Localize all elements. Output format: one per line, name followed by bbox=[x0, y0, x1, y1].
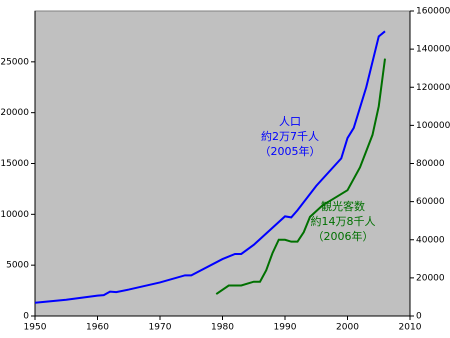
x-tick-label: 2010 bbox=[399, 323, 422, 333]
series-line bbox=[34, 30, 386, 304]
y2-tick-label: 160000 bbox=[416, 7, 450, 17]
x-tick-label: 1960 bbox=[86, 323, 109, 333]
y-tick-label: 20000 bbox=[0, 108, 29, 118]
y-tick-label: 15000 bbox=[0, 159, 29, 169]
y-tick-label: 5000 bbox=[6, 261, 29, 271]
annotation: （2005年） bbox=[260, 144, 321, 158]
plot-area bbox=[34, 10, 411, 317]
annotation: 観光客数 bbox=[321, 199, 365, 213]
x-tick-label: 2000 bbox=[336, 323, 359, 333]
y2-tick-label: 0 bbox=[416, 312, 422, 322]
x-tick-label: 1990 bbox=[274, 323, 297, 333]
x-tick-label: 1950 bbox=[24, 323, 47, 333]
x-tick-label: 1980 bbox=[211, 323, 234, 333]
y2-tick-label: 60000 bbox=[416, 197, 445, 207]
annotation: 約2万7千人 bbox=[261, 129, 319, 143]
y2-tick-label: 120000 bbox=[416, 83, 450, 93]
x-tick-label: 1970 bbox=[149, 323, 172, 333]
y2-tick-label: 20000 bbox=[416, 273, 445, 283]
y-tick-label: 10000 bbox=[0, 210, 29, 220]
y2-tick-label: 100000 bbox=[416, 121, 450, 131]
series-line bbox=[215, 58, 386, 295]
y-tick-label: 25000 bbox=[0, 57, 29, 67]
y2-tick-label: 40000 bbox=[416, 235, 445, 245]
y2-tick-label: 80000 bbox=[416, 159, 445, 169]
annotation: 人口 bbox=[279, 115, 301, 128]
annotation: 約14万8千人 bbox=[311, 214, 376, 228]
y-tick-label: 0 bbox=[23, 312, 29, 322]
annotation: （2006年） bbox=[313, 229, 374, 243]
y2-tick-label: 140000 bbox=[416, 45, 450, 55]
